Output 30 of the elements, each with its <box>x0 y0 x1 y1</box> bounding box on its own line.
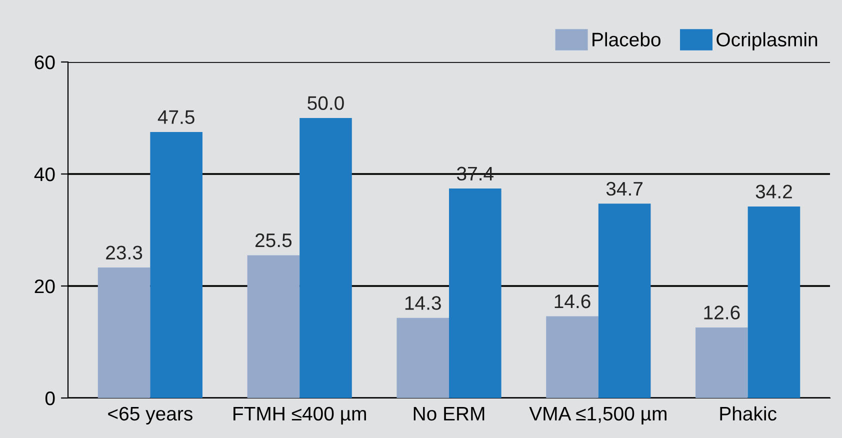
y-tick-label: 20 <box>34 279 55 294</box>
bar <box>598 204 651 398</box>
bar <box>449 188 502 398</box>
data-label: 34.2 <box>756 184 792 198</box>
data-label: 50.0 <box>308 96 344 110</box>
bar <box>546 316 598 398</box>
y-tick-label: 40 <box>34 167 55 182</box>
data-label: 47.5 <box>158 110 194 124</box>
y-tick-label: 0 <box>45 391 55 406</box>
y-tick-label: 60 <box>34 55 55 70</box>
data-label: 14.3 <box>405 296 441 310</box>
data-label: 14.6 <box>554 294 590 308</box>
x-tick-label: FTMH ≤400 µm <box>234 406 366 424</box>
x-tick-label: Phakic <box>720 406 776 421</box>
bar <box>247 255 300 398</box>
x-tick-label: <65 years <box>108 406 192 424</box>
bar <box>748 206 800 398</box>
x-tick-label: No ERM <box>414 407 484 421</box>
legend-label: Ocriplasmin <box>716 32 818 50</box>
legend-label: Placebo <box>592 32 660 46</box>
data-label: 34.7 <box>606 182 643 196</box>
bar <box>150 132 202 398</box>
data-label: 23.3 <box>106 246 142 260</box>
x-tick-label: VMA ≤1,500 µm <box>529 406 666 424</box>
bar <box>98 268 150 398</box>
bar <box>396 318 449 398</box>
bar <box>300 118 352 398</box>
data-label: 12.6 <box>704 306 740 320</box>
bar <box>696 327 748 398</box>
data-label: 25.5 <box>256 233 292 248</box>
